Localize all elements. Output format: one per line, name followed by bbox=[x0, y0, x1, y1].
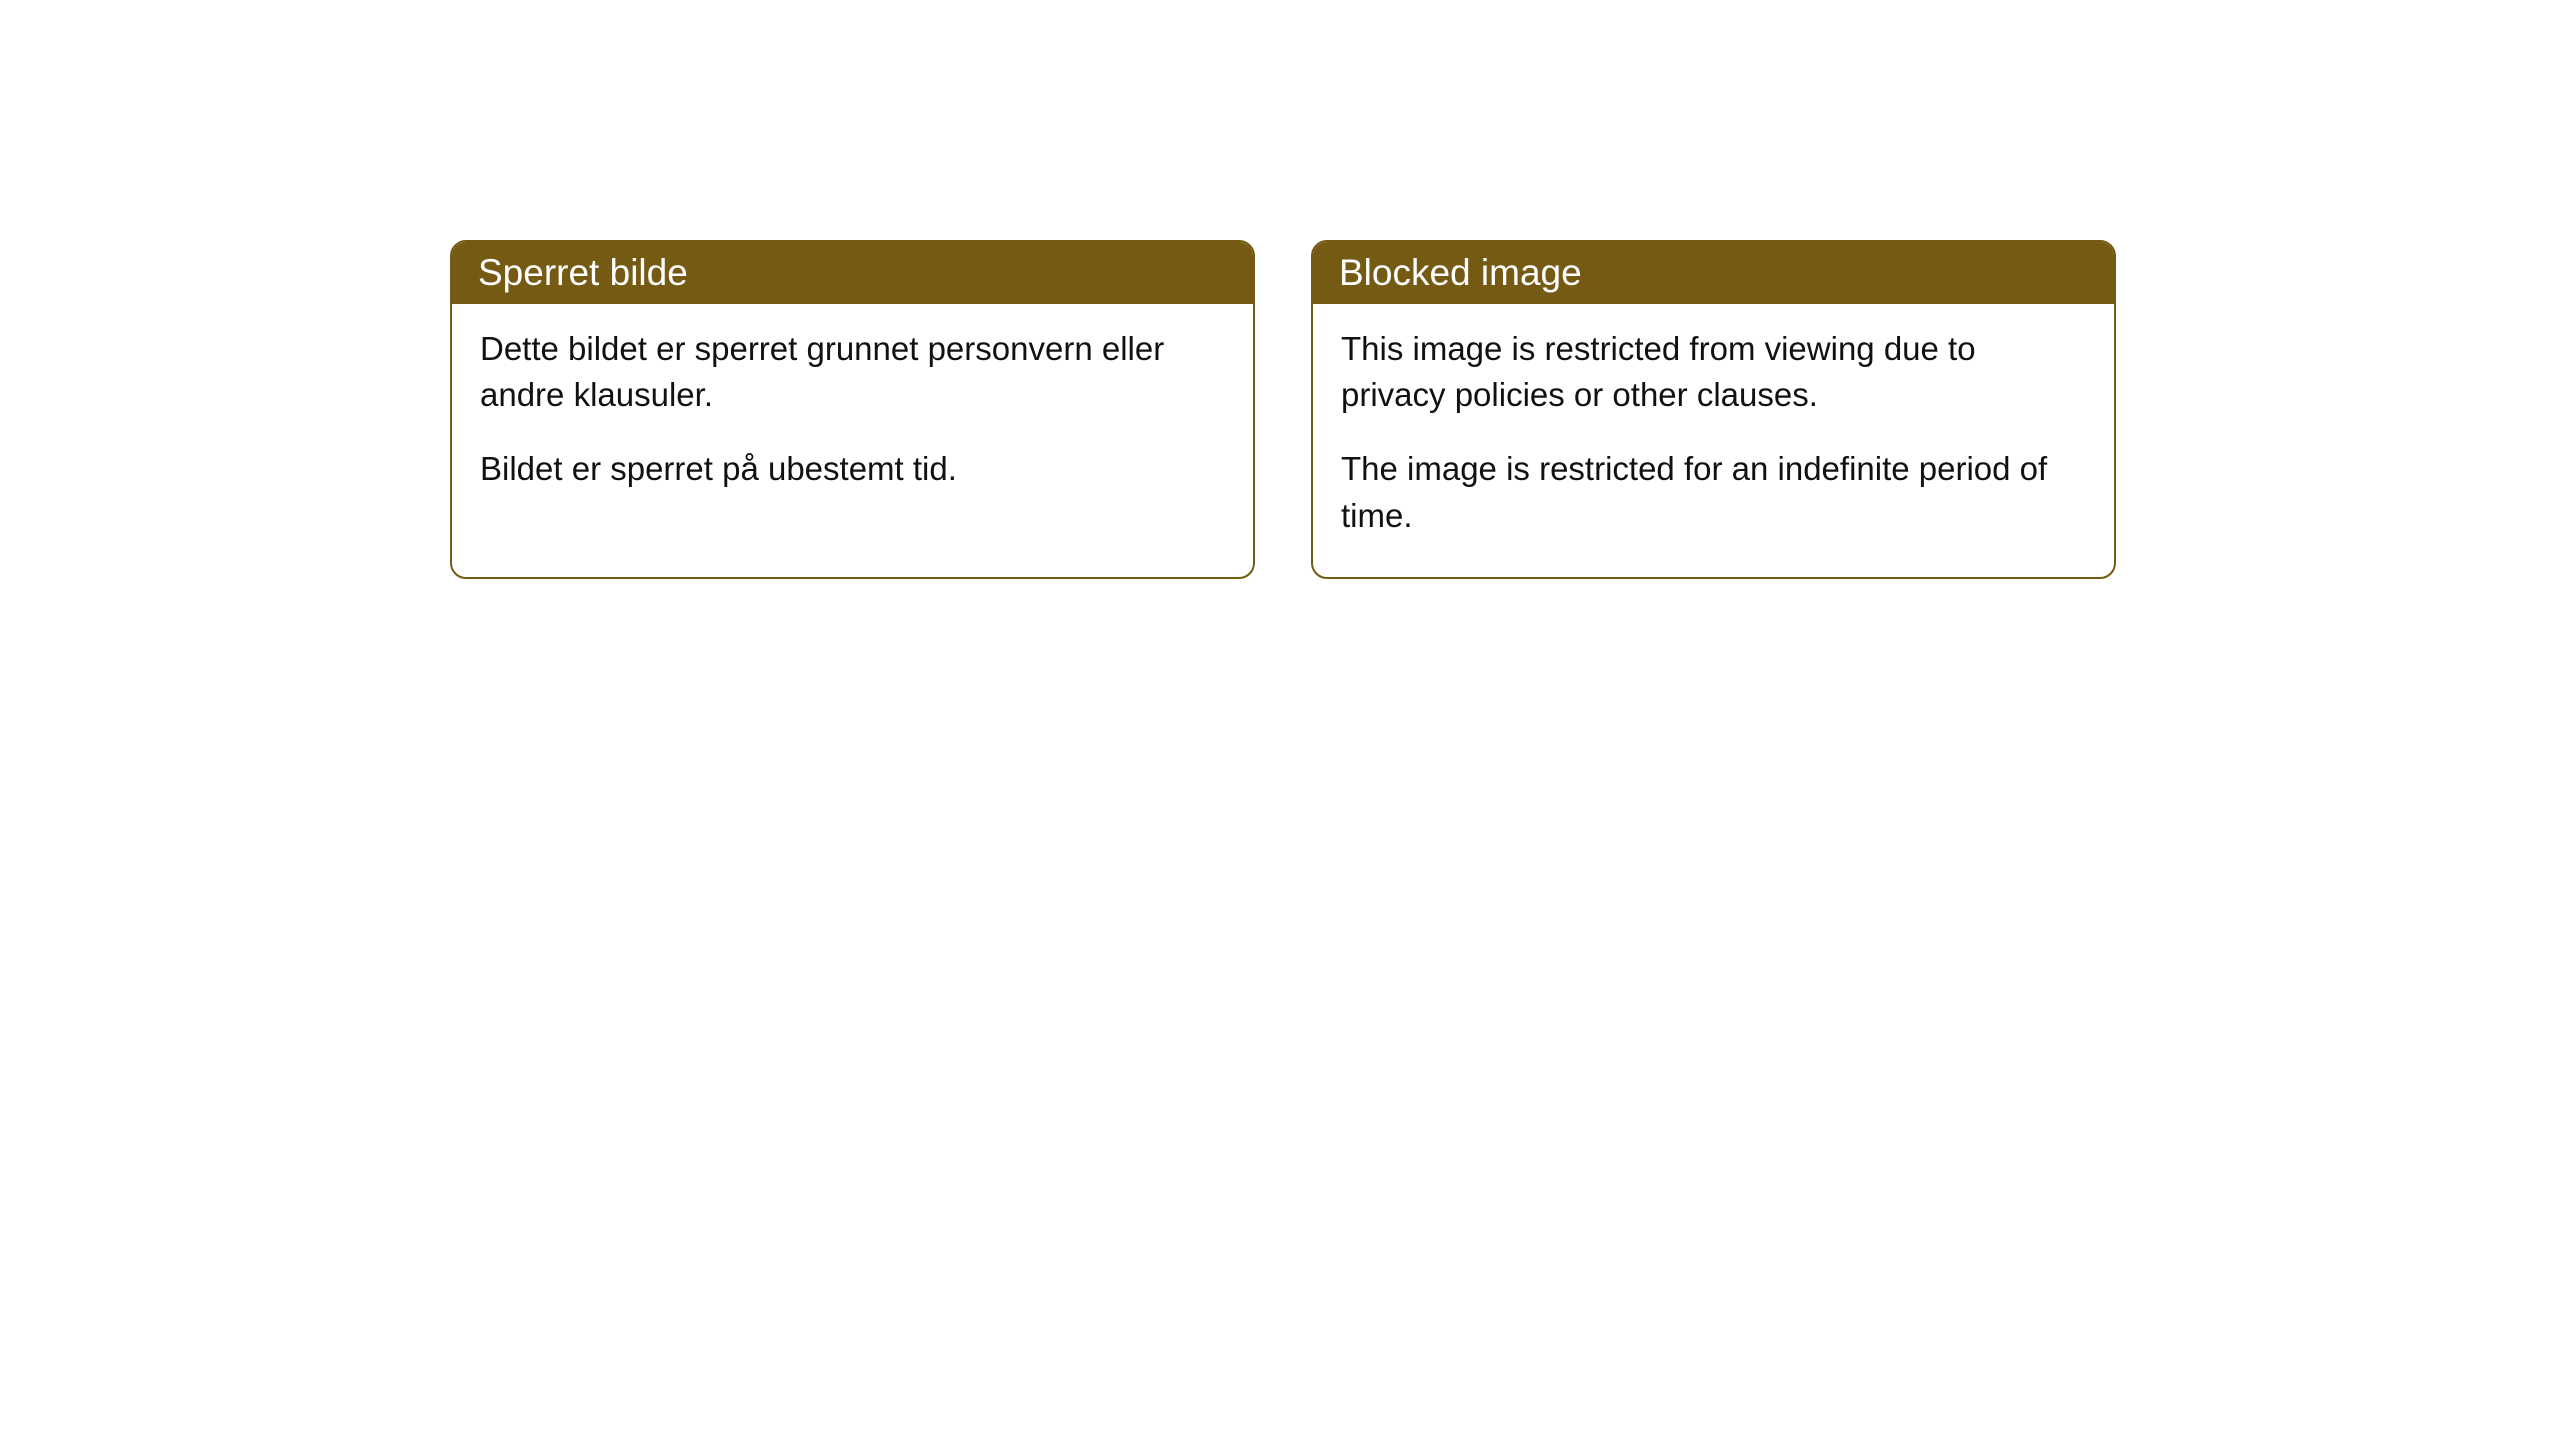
card-title: Sperret bilde bbox=[478, 252, 688, 293]
card-paragraph: Dette bildet er sperret grunnet personve… bbox=[480, 326, 1225, 418]
blocked-image-card-english: Blocked image This image is restricted f… bbox=[1311, 240, 2116, 579]
card-header: Blocked image bbox=[1313, 242, 2114, 304]
card-title: Blocked image bbox=[1339, 252, 1582, 293]
blocked-image-card-norwegian: Sperret bilde Dette bildet er sperret gr… bbox=[450, 240, 1255, 579]
card-header: Sperret bilde bbox=[452, 242, 1253, 304]
card-body: This image is restricted from viewing du… bbox=[1313, 304, 2114, 577]
card-paragraph: The image is restricted for an indefinit… bbox=[1341, 446, 2086, 538]
notice-cards-container: Sperret bilde Dette bildet er sperret gr… bbox=[0, 0, 2560, 579]
card-paragraph: This image is restricted from viewing du… bbox=[1341, 326, 2086, 418]
card-body: Dette bildet er sperret grunnet personve… bbox=[452, 304, 1253, 531]
card-paragraph: Bildet er sperret på ubestemt tid. bbox=[480, 446, 1225, 492]
